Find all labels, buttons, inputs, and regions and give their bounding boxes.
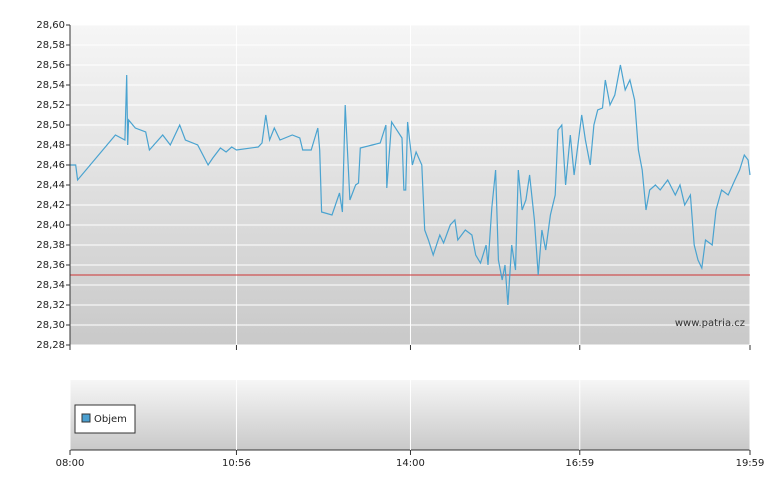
y-tick-label: 28,36 [36,260,65,271]
legend-label: Objem [94,414,127,425]
x-tick-label: 10:56 [222,458,251,469]
y-tick-label: 28,40 [36,220,65,231]
y-tick-label: 28,30 [36,320,65,331]
y-tick-label: 28,38 [36,240,65,251]
watermark: www.patria.cz [675,318,745,329]
x-tick-label: 16:59 [565,458,594,469]
y-tick-label: 28,32 [36,300,65,311]
y-tick-label: 28,52 [36,100,65,111]
y-tick-label: 28,44 [36,180,65,191]
y-tick-label: 28,48 [36,140,65,151]
y-tick-label: 28,34 [36,280,65,291]
y-tick-label: 28,54 [36,80,65,91]
y-tick-label: 28,42 [36,200,65,211]
y-tick-label: 28,56 [36,60,65,71]
x-tick-label: 14:00 [396,458,425,469]
y-tick-label: 28,58 [36,40,65,51]
y-tick-label: 28,46 [36,160,65,171]
y-tick-label: 28,60 [36,20,65,31]
y-tick-label: 28,28 [36,340,65,351]
x-tick-label: 08:00 [56,458,85,469]
y-tick-label: 28,50 [36,120,65,131]
x-tick-label: 19:59 [736,458,765,469]
price-line [70,64,751,306]
legend-swatch [81,413,91,423]
